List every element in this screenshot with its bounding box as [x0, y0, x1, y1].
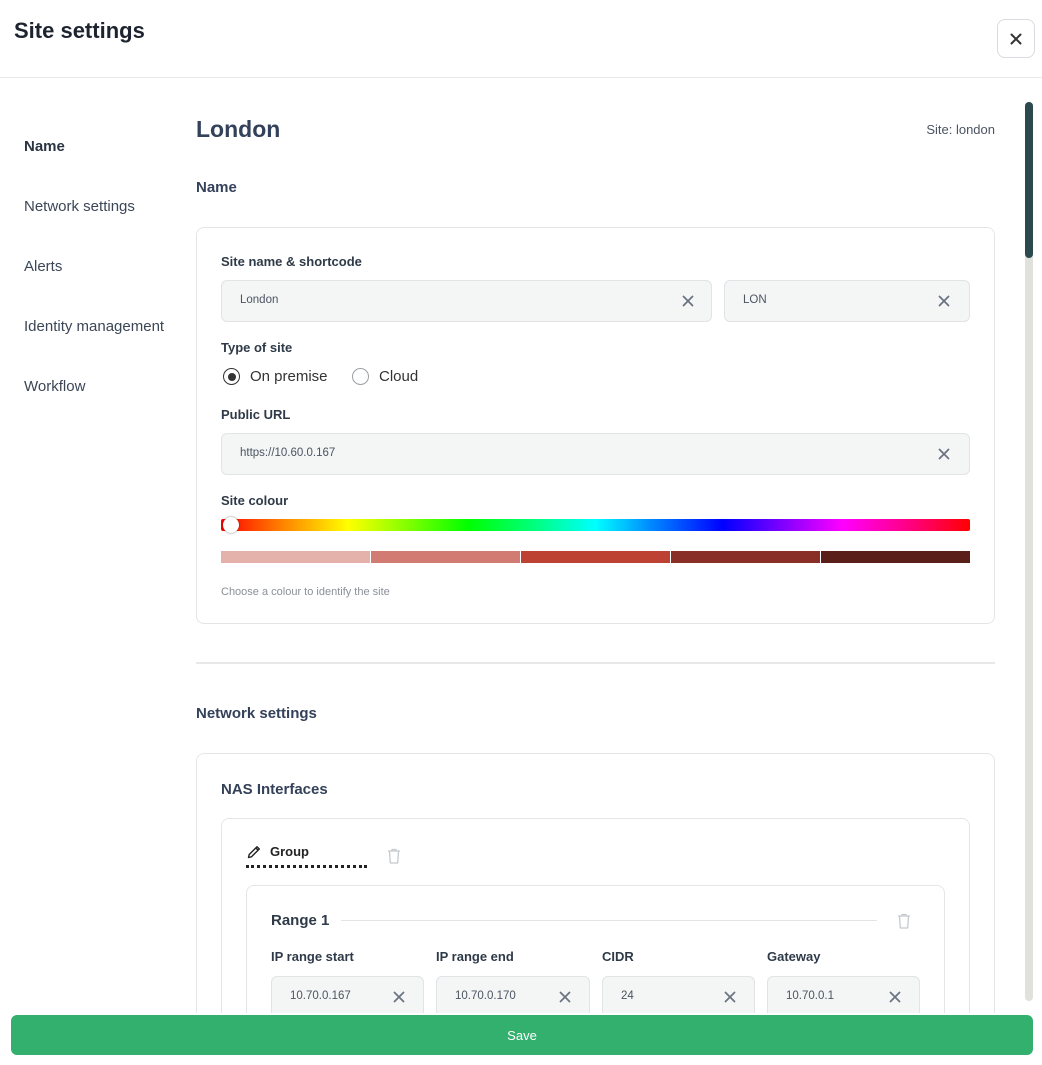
ip-range-end-value: 10.70.0.170: [455, 990, 516, 1002]
ip-range-start-value: 10.70.0.167: [290, 990, 351, 1002]
settings-content: London Site: london Name Site name & sho…: [196, 78, 996, 1013]
radio-cloud[interactable]: Cloud: [352, 368, 418, 385]
name-card: Site name & shortcode London LON Type of…: [196, 227, 995, 624]
colour-swatch[interactable]: [521, 551, 670, 563]
ip-range-end-field[interactable]: 10.70.0.170: [436, 976, 590, 1013]
site-id-label: Site: london: [926, 122, 995, 137]
cidr-value: 24: [621, 990, 634, 1002]
radio-dot: [223, 368, 240, 385]
colour-help-text: Choose a colour to identify the site: [221, 586, 390, 598]
dialog-header: Site settings: [0, 0, 1042, 78]
clear-gateway-icon[interactable]: [887, 989, 903, 1005]
dialog-title: Site settings: [14, 18, 145, 43]
public-url-value: https://10.60.0.167: [240, 447, 336, 459]
sidebar-item-workflow[interactable]: Workflow: [24, 378, 86, 395]
type-of-site-label: Type of site: [221, 340, 293, 355]
section-divider: [196, 662, 995, 664]
colour-swatches: [221, 551, 970, 563]
clear-url-icon[interactable]: [936, 446, 952, 462]
shortcode-field[interactable]: LON: [724, 280, 970, 322]
pencil-icon: [247, 846, 260, 859]
group-name-label: Group: [270, 844, 309, 859]
cidr-label: CIDR: [602, 949, 634, 964]
range-title: Range 1: [271, 912, 330, 929]
radio-cloud-label: Cloud: [379, 368, 419, 385]
colour-swatch[interactable]: [371, 551, 520, 563]
colour-swatch[interactable]: [671, 551, 820, 563]
network-card: NAS Interfaces Group Range 1 IP range st…: [196, 753, 995, 1013]
hue-slider[interactable]: [221, 519, 970, 531]
public-url-field[interactable]: https://10.60.0.167: [221, 433, 970, 475]
network-section-heading: Network settings: [196, 705, 317, 722]
clear-shortcode-icon[interactable]: [936, 293, 952, 309]
hue-slider-handle[interactable]: [223, 517, 239, 533]
colour-swatch[interactable]: [221, 551, 370, 563]
gateway-field[interactable]: 10.70.0.1: [767, 976, 920, 1013]
range-divider: [341, 920, 877, 921]
clear-site-name-icon[interactable]: [680, 293, 696, 309]
sidebar-item-identity-management[interactable]: Identity management: [24, 318, 165, 335]
sidebar-item-name[interactable]: Name: [24, 138, 65, 155]
site-name-label: Site name & shortcode: [221, 254, 362, 269]
scrollbar-thumb[interactable]: [1025, 102, 1033, 258]
radio-on-premise[interactable]: On premise: [223, 368, 328, 385]
radio-dot: [352, 368, 369, 385]
clear-ip-start-icon[interactable]: [391, 989, 407, 1005]
delete-group-icon[interactable]: [386, 847, 402, 865]
range-card: Range 1 IP range start IP range end CIDR…: [246, 885, 945, 1013]
radio-on-premise-label: On premise: [250, 368, 328, 385]
ip-range-start-label: IP range start: [271, 949, 354, 964]
gateway-value: 10.70.0.1: [786, 990, 834, 1002]
nas-group-card: Group Range 1 IP range start IP range en…: [221, 818, 970, 1013]
close-icon: [1010, 33, 1022, 44]
site-name-value: London: [240, 294, 279, 306]
name-section-heading: Name: [196, 179, 237, 196]
clear-cidr-icon[interactable]: [722, 989, 738, 1005]
shortcode-value: LON: [743, 294, 767, 306]
site-name-field[interactable]: London: [221, 280, 712, 322]
ip-range-start-field[interactable]: 10.70.0.167: [271, 976, 424, 1013]
ip-range-end-label: IP range end: [436, 949, 514, 964]
colour-swatch[interactable]: [821, 551, 970, 563]
delete-range-icon[interactable]: [896, 912, 912, 930]
page-title: London: [196, 116, 281, 142]
scrollbar[interactable]: [1025, 102, 1033, 1001]
sidebar-item-network-settings[interactable]: Network settings: [24, 198, 135, 215]
cidr-field[interactable]: 24: [602, 976, 755, 1013]
nas-interfaces-heading: NAS Interfaces: [221, 781, 328, 798]
group-name-edit[interactable]: Group: [246, 844, 367, 868]
save-button[interactable]: Save: [11, 1015, 1033, 1055]
site-colour-label: Site colour: [221, 493, 289, 508]
clear-ip-end-icon[interactable]: [557, 989, 573, 1005]
gateway-label: Gateway: [767, 949, 821, 964]
sidebar-item-alerts[interactable]: Alerts: [24, 258, 63, 275]
public-url-label: Public URL: [221, 407, 291, 422]
close-button[interactable]: [997, 19, 1035, 58]
